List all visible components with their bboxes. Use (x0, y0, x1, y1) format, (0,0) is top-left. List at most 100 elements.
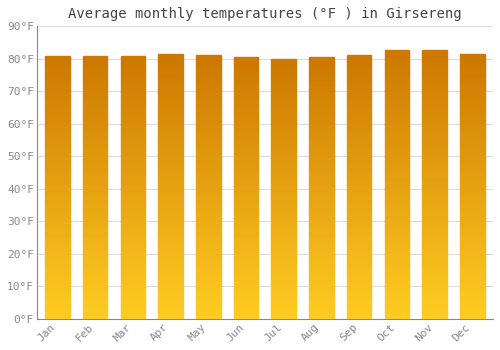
Bar (120, 174, 145, 177)
Bar (272, 62, 296, 65)
Bar (460, 216, 484, 219)
Bar (460, 100, 484, 104)
Bar (83, 72, 108, 76)
Bar (347, 78, 372, 81)
Bar (158, 282, 183, 286)
Bar (83, 184, 108, 188)
Bar (272, 215, 296, 218)
Bar (272, 309, 296, 313)
Bar (422, 188, 447, 191)
Bar (196, 206, 220, 210)
Bar (120, 197, 145, 201)
Bar (120, 141, 145, 145)
Bar (422, 60, 447, 63)
Bar (384, 131, 409, 134)
Bar (120, 223, 145, 227)
Bar (158, 180, 183, 183)
Bar (347, 141, 372, 144)
Bar (158, 226, 183, 230)
Bar (158, 196, 183, 200)
Bar (196, 279, 220, 282)
Bar (272, 196, 296, 199)
Bar (460, 316, 484, 319)
Bar (384, 124, 409, 127)
Bar (158, 74, 183, 77)
Bar (272, 88, 296, 92)
Bar (460, 170, 484, 173)
Bar (460, 233, 484, 236)
Bar (120, 158, 145, 161)
Bar (460, 273, 484, 276)
Bar (234, 122, 258, 126)
Bar (234, 106, 258, 109)
Bar (272, 134, 296, 137)
Bar (347, 263, 372, 266)
Bar (234, 270, 258, 273)
Bar (120, 233, 145, 237)
Bar (83, 102, 108, 105)
Bar (234, 152, 258, 155)
Bar (83, 306, 108, 309)
Bar (83, 247, 108, 250)
Bar (309, 159, 334, 162)
Bar (234, 90, 258, 93)
Bar (309, 267, 334, 270)
Bar (120, 105, 145, 108)
Bar (309, 283, 334, 286)
Bar (347, 243, 372, 246)
Bar (196, 299, 220, 302)
Bar (234, 86, 258, 90)
Bar (272, 121, 296, 124)
Bar (422, 309, 447, 312)
Bar (158, 137, 183, 140)
Bar (422, 100, 447, 104)
Bar (120, 131, 145, 134)
Bar (196, 183, 220, 187)
Bar (158, 67, 183, 70)
Bar (309, 172, 334, 175)
Bar (83, 112, 108, 115)
Bar (45, 263, 70, 266)
Bar (460, 292, 484, 296)
Bar (309, 120, 334, 123)
Bar (234, 63, 258, 66)
Bar (347, 134, 372, 138)
Bar (234, 244, 258, 247)
Bar (158, 306, 183, 309)
Bar (347, 62, 372, 65)
Bar (347, 157, 372, 161)
Bar (120, 145, 145, 148)
Bar (347, 223, 372, 226)
Bar (83, 201, 108, 204)
Title: Average monthly temperatures (°F ) in Girsereng: Average monthly temperatures (°F ) in Gi… (68, 7, 462, 21)
Bar (83, 273, 108, 276)
Bar (83, 283, 108, 286)
Bar (45, 96, 70, 99)
Bar (196, 131, 220, 134)
Bar (158, 187, 183, 190)
Bar (196, 243, 220, 246)
Bar (83, 60, 108, 63)
Bar (309, 178, 334, 182)
Bar (234, 194, 258, 198)
Bar (120, 240, 145, 243)
Bar (272, 169, 296, 173)
Bar (272, 186, 296, 189)
Bar (158, 170, 183, 173)
Bar (196, 55, 220, 58)
Bar (158, 87, 183, 90)
Bar (422, 204, 447, 208)
Bar (422, 73, 447, 77)
Bar (158, 316, 183, 319)
Bar (422, 158, 447, 161)
Bar (309, 286, 334, 289)
Bar (309, 211, 334, 214)
Bar (422, 164, 447, 167)
Bar (45, 214, 70, 217)
Bar (234, 109, 258, 112)
Bar (422, 53, 447, 56)
Bar (83, 63, 108, 66)
Bar (120, 151, 145, 154)
Bar (422, 144, 447, 147)
Bar (45, 266, 70, 270)
